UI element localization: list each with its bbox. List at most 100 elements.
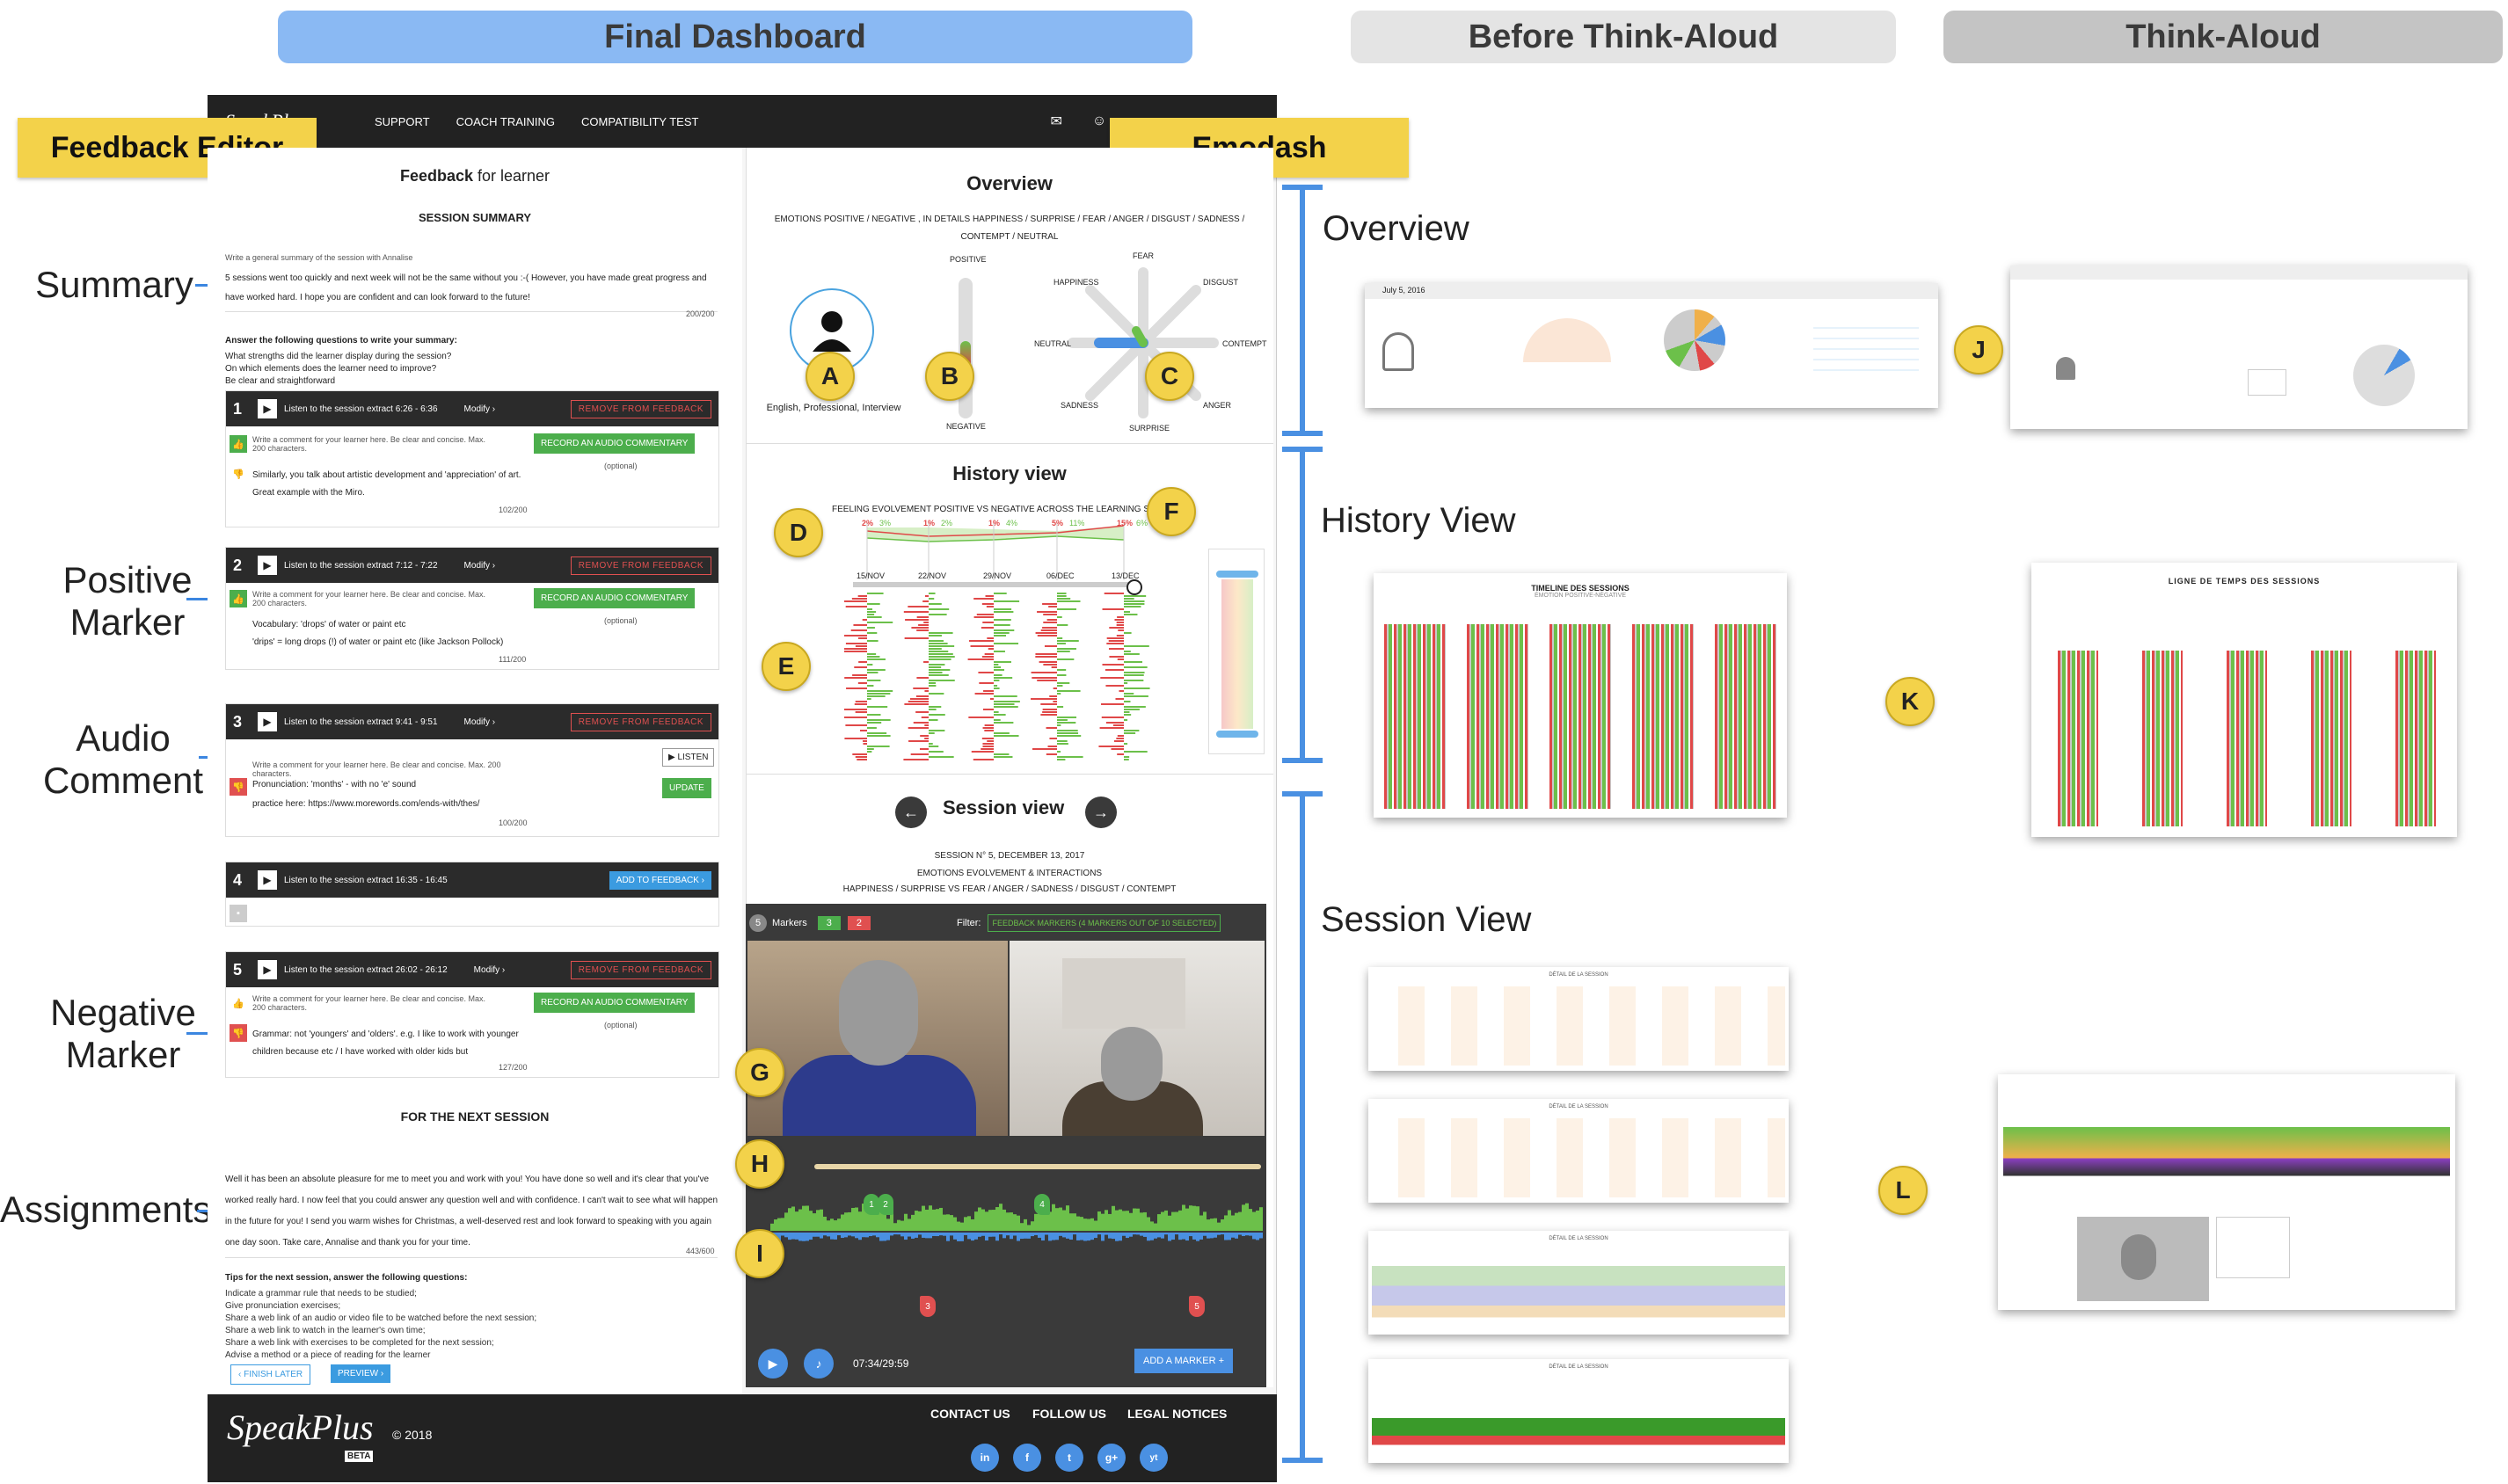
nav-support[interactable]: SUPPORT [375, 114, 430, 128]
play-icon[interactable]: ▶ [258, 870, 277, 890]
stream-area [2003, 1109, 2450, 1197]
comment-text[interactable]: Similarly, you talk about artistic devel… [252, 470, 521, 498]
video-learner[interactable] [747, 941, 1008, 1136]
modify-link[interactable]: Modify › [463, 717, 496, 727]
volume-button[interactable]: ♪ [804, 1349, 834, 1379]
history-bar [908, 606, 929, 607]
history-bar [1042, 603, 1057, 605]
listen-extract[interactable]: Listen to the session extract 7:12 - 7:2… [284, 560, 438, 571]
tips-title: Tips for the next session, answer the fo… [225, 1273, 468, 1283]
stream-positive [1126, 1211, 1129, 1231]
listen-extract[interactable]: Listen to the session extract 9:41 - 9:5… [284, 717, 438, 727]
play-icon[interactable]: ▶ [258, 556, 277, 575]
marker-pin-up[interactable]: 1 [864, 1194, 879, 1215]
summary-text[interactable]: 5 sessions went too quickly and next wee… [225, 269, 718, 312]
listen-extract[interactable]: Listen to the session extract 16:35 - 16… [284, 875, 448, 885]
stream-positive [1221, 1219, 1224, 1231]
remove-from-feedback-button[interactable]: REMOVE FROM FEEDBACK [570, 399, 711, 418]
stream-negative [960, 1233, 964, 1241]
next-session-button[interactable]: → [1085, 797, 1117, 828]
record-audio-button[interactable]: RECORD AN AUDIO COMMENTARY [534, 433, 696, 454]
comment-text[interactable]: Grammar: not 'youngers' and 'olders'. e.… [252, 1029, 519, 1057]
finish-later-button[interactable]: ‹ FINISH LATER [230, 1364, 311, 1385]
history-zoom-widget[interactable] [1208, 549, 1265, 754]
modify-link[interactable]: Modify › [463, 560, 496, 571]
stream-negative [932, 1233, 936, 1236]
stream-negative [834, 1233, 837, 1240]
profile-avatar[interactable] [790, 288, 874, 373]
thumbs-up-icon[interactable]: 👍 [232, 998, 244, 1009]
remove-from-feedback-button[interactable]: REMOVE FROM FEEDBACK [570, 712, 711, 731]
preview-button[interactable]: PREVIEW › [331, 1364, 391, 1383]
marker-pin-up[interactable]: 2 [878, 1194, 893, 1215]
footer-contact[interactable]: CONTACT US [930, 1407, 1010, 1421]
filter-select[interactable]: FEEDBACK MARKERS (4 MARKERS OUT OF 10 SE… [988, 914, 1221, 932]
history-bar [1057, 674, 1067, 676]
footer-legal[interactable]: LEGAL NOTICES [1127, 1407, 1228, 1421]
zoom-top-handle[interactable] [1216, 571, 1258, 578]
play-icon[interactable]: ▶ [258, 960, 277, 979]
play-button[interactable]: ▶ [758, 1349, 788, 1379]
history-bar [921, 717, 929, 718]
comment-text[interactable]: Vocabulary: 'drops' of water or paint et… [252, 620, 406, 629]
history-bar [1037, 680, 1057, 681]
mail-icon[interactable]: ✉ [1050, 114, 1062, 129]
thumbs-down-icon[interactable]: 👎 [230, 778, 247, 796]
history-bar [994, 703, 1015, 705]
stream-negative [1073, 1233, 1076, 1235]
listen-button[interactable]: ▶ LISTEN [662, 748, 715, 767]
stream-negative [1154, 1233, 1157, 1239]
negative-marker-count[interactable]: 2 [847, 916, 871, 930]
update-button[interactable]: UPDATE [662, 778, 711, 798]
footer-logo[interactable]: SpeakPlus [227, 1408, 374, 1447]
add-to-feedback-button[interactable]: ADD TO FEEDBACK › [609, 870, 711, 890]
history-bar [867, 746, 890, 747]
stream-negative [827, 1233, 830, 1237]
card-number: 2 [233, 556, 243, 574]
thumbs-down-icon[interactable]: 👎 [230, 1024, 247, 1042]
marker-icon[interactable]: ▪ [230, 905, 247, 922]
stream-negative [946, 1233, 950, 1241]
listen-extract[interactable]: Listen to the session extract 6:26 - 6:3… [284, 404, 438, 414]
play-icon[interactable]: ▶ [258, 399, 277, 418]
next-session-text[interactable]: Well it has been an absolute pleasure fo… [225, 1169, 718, 1258]
youtube-icon[interactable]: yt [1140, 1444, 1168, 1472]
timeline-track[interactable] [814, 1164, 1261, 1169]
google-plus-icon[interactable]: g+ [1097, 1444, 1126, 1472]
comment-text-2[interactable]: practice here: https://www.morewords.com… [252, 799, 480, 809]
modify-link[interactable]: Modify › [463, 404, 496, 414]
listen-extract[interactable]: Listen to the session extract 26:02 - 26… [284, 964, 448, 975]
positive-marker-count[interactable]: 3 [817, 916, 841, 930]
record-audio-button[interactable]: RECORD AN AUDIO COMMENTARY [534, 993, 696, 1013]
history-bar [1124, 603, 1145, 605]
remove-from-feedback-button[interactable]: REMOVE FROM FEEDBACK [570, 556, 711, 575]
linkedin-icon[interactable]: in [971, 1444, 999, 1472]
marker-pin-down[interactable]: 3 [920, 1296, 936, 1317]
play-icon[interactable]: ▶ [258, 712, 277, 731]
zoom-bottom-handle[interactable] [1216, 731, 1258, 738]
radial-happiness: HAPPINESS [1054, 278, 1099, 287]
comment-text[interactable]: Pronunciation: 'months' - with no 'e' so… [252, 780, 417, 789]
user-icon[interactable]: ☺ [1091, 113, 1107, 128]
record-audio-button[interactable]: RECORD AN AUDIO COMMENTARY [534, 588, 696, 608]
thumbs-down-icon[interactable]: 👎 [232, 469, 244, 480]
stream-negative [1045, 1233, 1048, 1235]
remove-from-feedback-button[interactable]: REMOVE FROM FEEDBACK [570, 960, 711, 979]
history-bar [923, 622, 929, 623]
thumbs-up-icon[interactable]: 👍 [230, 435, 247, 453]
marker-pin-down[interactable]: 5 [1189, 1296, 1205, 1317]
add-marker-button[interactable]: ADD A MARKER + [1134, 1349, 1234, 1373]
video-coach[interactable] [1010, 941, 1265, 1136]
footer-follow[interactable]: FOLLOW US [1032, 1407, 1106, 1421]
thumbs-up-icon[interactable]: 👍 [230, 590, 247, 607]
comment-text-2[interactable]: 'drips' = long drops (!) of water or pai… [252, 637, 504, 647]
marker-pin-up[interactable]: 4 [1034, 1194, 1050, 1215]
prev-session-button[interactable]: ← [895, 797, 927, 828]
history-bar [929, 680, 955, 681]
twitter-icon[interactable]: t [1055, 1444, 1083, 1472]
stream-positive [1129, 1212, 1133, 1231]
modify-link[interactable]: Modify › [473, 964, 506, 975]
facebook-icon[interactable]: f [1013, 1444, 1041, 1472]
nav-coach-training[interactable]: COACH TRAINING [456, 114, 556, 128]
nav-compatibility-test[interactable]: COMPATIBILITY TEST [581, 114, 699, 128]
